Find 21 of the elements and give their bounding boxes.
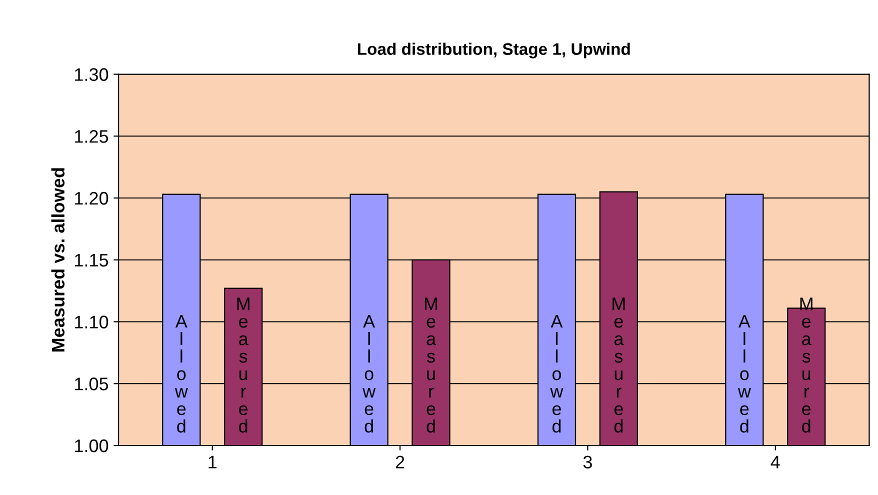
x-tick-label: 3 <box>583 456 592 468</box>
series-label: Measured <box>237 298 250 433</box>
text: Allowed <box>174 315 188 433</box>
y-axis-title: Measured vs. allowed <box>51 168 65 352</box>
text: Measured <box>612 298 625 433</box>
y-tick-label: 1.25 <box>75 130 108 143</box>
x-tick-label: 1 <box>208 456 217 468</box>
y-tick-label: 1.20 <box>75 192 108 205</box>
text: Measured <box>800 298 812 433</box>
series-label: Allowed <box>738 315 751 433</box>
text: Allowed <box>550 315 564 433</box>
text: Allowed <box>362 315 376 433</box>
y-tick-label: 1.00 <box>75 439 108 452</box>
x-tick-label: 4 <box>770 456 780 468</box>
x-tick-label: 2 <box>396 456 404 468</box>
y-tick-label: 1.15 <box>75 254 108 267</box>
y-tick-label: 1.30 <box>75 68 108 81</box>
text: Measured <box>424 298 438 433</box>
y-tick-label: 1.10 <box>75 316 108 328</box>
y-tick-label: 1.05 <box>75 378 108 390</box>
chart-title: Load distribution, Stage 1, Upwind <box>358 42 630 58</box>
